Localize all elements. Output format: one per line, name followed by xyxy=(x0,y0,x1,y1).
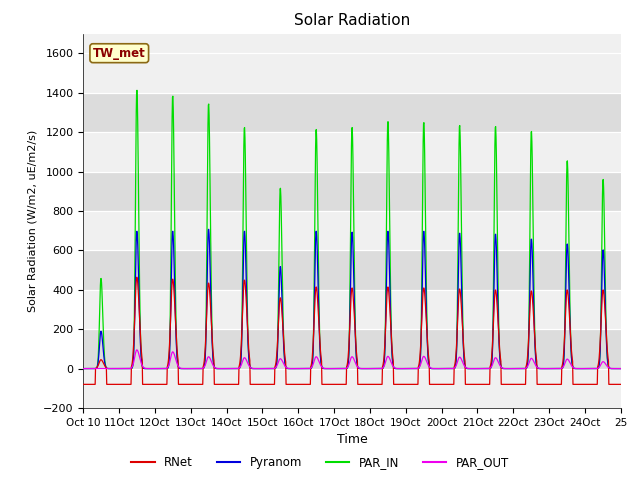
Bar xyxy=(83,290,621,329)
RNet xyxy=(79,382,87,387)
Line: PAR_OUT: PAR_OUT xyxy=(83,350,621,369)
PAR_IN xyxy=(79,366,87,372)
Pyranom xyxy=(259,366,267,372)
Pyranom xyxy=(554,366,561,372)
Pyranom xyxy=(205,227,212,232)
PAR_OUT xyxy=(436,366,444,372)
PAR_IN xyxy=(436,366,444,372)
PAR_IN xyxy=(259,366,267,372)
RNet xyxy=(554,382,561,387)
Pyranom xyxy=(186,366,193,372)
Pyranom xyxy=(436,366,444,372)
Text: TW_met: TW_met xyxy=(93,47,146,60)
Line: PAR_IN: PAR_IN xyxy=(83,90,621,369)
PAR_OUT xyxy=(186,366,194,372)
Bar xyxy=(83,53,621,93)
Title: Solar Radiation: Solar Radiation xyxy=(294,13,410,28)
RNet xyxy=(199,364,207,370)
PAR_OUT xyxy=(259,366,267,372)
PAR_IN xyxy=(554,366,561,372)
Line: RNet: RNet xyxy=(83,277,621,384)
Line: Pyranom: Pyranom xyxy=(83,229,621,369)
RNet xyxy=(259,382,267,387)
Legend: RNet, Pyranom, PAR_IN, PAR_OUT: RNet, Pyranom, PAR_IN, PAR_OUT xyxy=(126,452,514,474)
Pyranom xyxy=(617,366,625,372)
Bar xyxy=(83,211,621,251)
X-axis label: Time: Time xyxy=(337,433,367,446)
RNet xyxy=(436,382,444,387)
PAR_OUT xyxy=(79,366,87,372)
Pyranom xyxy=(506,366,514,372)
PAR_IN xyxy=(186,366,194,372)
Bar xyxy=(83,329,621,369)
Y-axis label: Solar Radiation (W/m2, uE/m2/s): Solar Radiation (W/m2, uE/m2/s) xyxy=(28,130,37,312)
PAR_IN xyxy=(199,366,207,372)
Bar xyxy=(83,369,621,408)
Pyranom xyxy=(199,366,207,372)
RNet xyxy=(133,275,141,280)
RNet xyxy=(186,382,194,387)
PAR_OUT xyxy=(506,366,514,372)
RNet xyxy=(506,382,514,387)
Bar xyxy=(83,93,621,132)
Bar xyxy=(83,132,621,171)
Bar xyxy=(83,171,621,211)
PAR_IN xyxy=(617,366,625,372)
Pyranom xyxy=(79,366,87,372)
PAR_OUT xyxy=(133,347,141,353)
PAR_IN xyxy=(133,87,141,93)
PAR_OUT xyxy=(617,366,625,372)
PAR_OUT xyxy=(199,365,207,371)
RNet xyxy=(617,382,625,387)
PAR_OUT xyxy=(554,366,561,372)
PAR_IN xyxy=(506,366,514,372)
Bar xyxy=(83,251,621,290)
